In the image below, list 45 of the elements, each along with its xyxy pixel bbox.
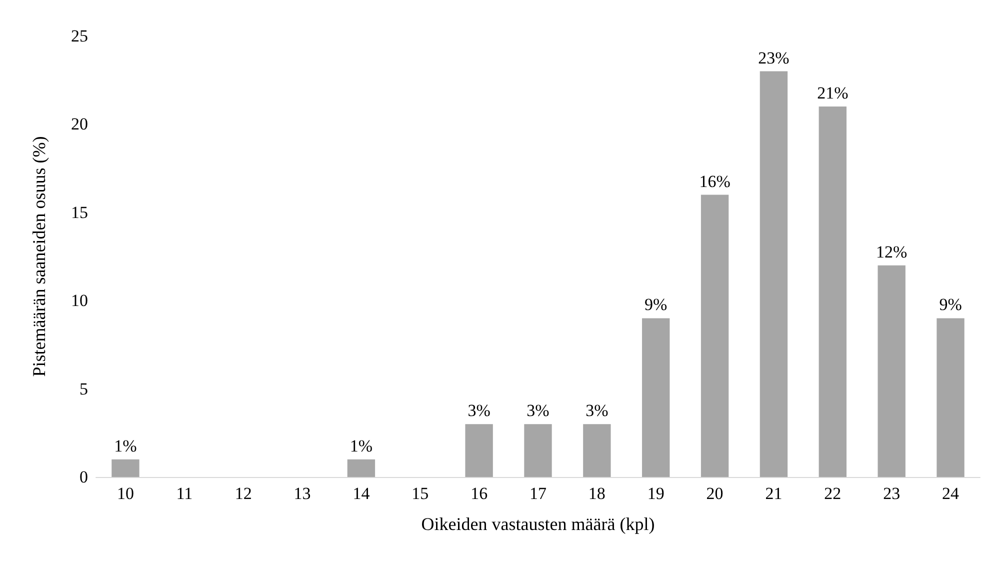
x-tick-label: 19 (647, 484, 664, 503)
data-label: 21% (817, 84, 848, 103)
bar (642, 318, 670, 477)
y-tick-label: 20 (71, 114, 88, 134)
data-label: 9% (644, 295, 668, 314)
bar (524, 424, 552, 477)
bar (465, 424, 493, 477)
x-tick-label: 13 (294, 484, 311, 503)
bar (878, 265, 906, 477)
x-tick-label: 12 (234, 484, 252, 503)
x-tick-label: 21 (765, 484, 782, 503)
bar (347, 459, 376, 477)
data-label: 1% (350, 436, 373, 456)
data-label: 3% (586, 401, 608, 420)
x-tick-label: 18 (588, 484, 606, 503)
y-tick-label: 25 (71, 26, 88, 46)
data-label: 1% (114, 436, 137, 456)
bar (583, 424, 611, 477)
data-label: 9% (939, 295, 962, 314)
y-tick-label: 0 (80, 468, 88, 486)
x-tick-label: 10 (116, 484, 134, 503)
data-label: 3% (468, 401, 490, 420)
bar (700, 194, 729, 477)
x-tick-label: 17 (530, 484, 547, 503)
y-tick-label: 5 (80, 379, 88, 398)
bar (936, 318, 964, 477)
x-tick-label: 20 (706, 484, 724, 503)
y-axis-title: Pistemäärän saaneiden osuus (%) (29, 136, 49, 377)
x-tick-label: 11 (176, 484, 193, 503)
y-tick-label: 15 (71, 202, 88, 222)
bar (818, 106, 847, 477)
data-label: 3% (526, 401, 550, 420)
bar (112, 459, 140, 477)
x-axis-title: Oikeiden vastausten määrä (kpl) (421, 514, 655, 534)
x-tick-label: 24 (942, 484, 960, 503)
data-label: 12% (876, 242, 908, 262)
data-label: 16% (699, 172, 730, 191)
bar (760, 71, 788, 477)
data-label: 23% (758, 48, 790, 68)
x-tick-label: 15 (412, 484, 429, 503)
x-tick-label: 14 (352, 484, 370, 503)
x-tick-label: 16 (470, 484, 488, 503)
x-tick-label: 22 (824, 484, 842, 503)
y-tick-label: 10 (71, 291, 88, 310)
x-tick-label: 23 (883, 484, 900, 503)
